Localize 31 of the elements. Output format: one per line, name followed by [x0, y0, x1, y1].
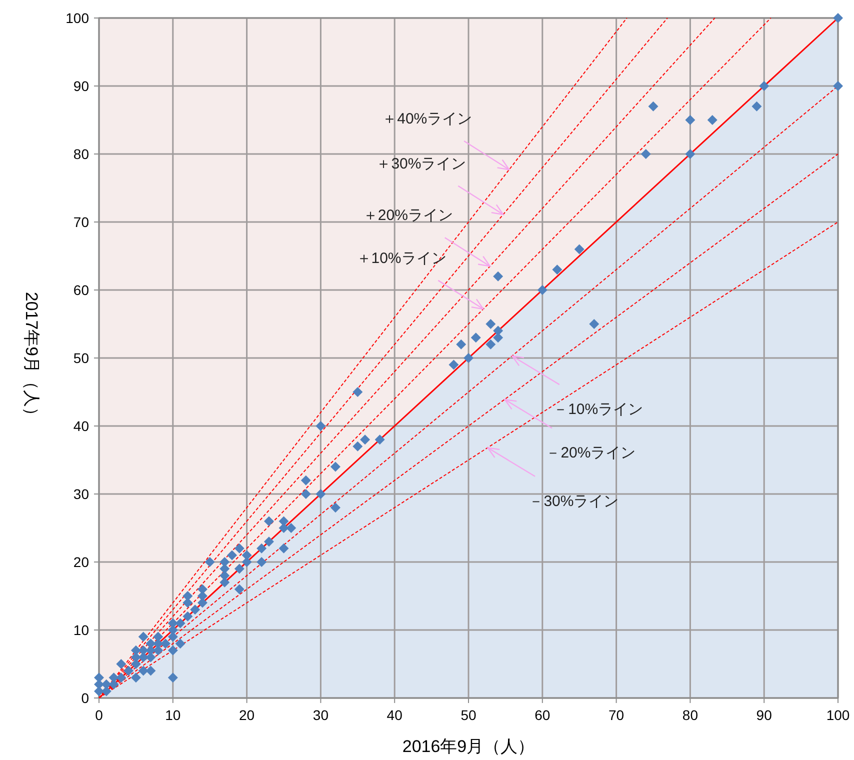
x-tick-label: 70: [608, 707, 624, 723]
y-tick-label: 90: [73, 78, 90, 94]
y-tick-label: 30: [73, 486, 90, 502]
annotation: ＋40%ライン: [382, 110, 472, 128]
annotation: －10%ライン: [553, 400, 644, 418]
x-tick-label: 90: [756, 707, 772, 723]
y-axis-title: 2017年9月（人）: [22, 292, 41, 424]
annotation: ＋10%ライン: [356, 250, 446, 268]
x-tick-label: 80: [682, 707, 698, 723]
annotation: ＋30%ライン: [376, 156, 466, 173]
x-tick-label: 60: [534, 707, 550, 723]
y-tick-label: 40: [73, 418, 90, 434]
x-tick-label: 20: [239, 707, 255, 723]
annotation: ＋20%ライン: [362, 207, 453, 224]
y-tick-label: 100: [66, 10, 90, 26]
x-tick-label: 100: [826, 707, 850, 723]
y-tick-label: 10: [73, 622, 90, 638]
x-tick-label: 0: [95, 707, 104, 723]
annotation: －30%ライン: [528, 492, 619, 510]
annotation: －20%ライン: [546, 444, 636, 462]
y-tick-label: 80: [73, 146, 90, 162]
x-axis-title: 2016年9月（人）: [402, 737, 535, 756]
y-tick-label: 50: [73, 350, 90, 366]
y-tick-label: 60: [73, 282, 90, 298]
x-tick-label: 50: [460, 707, 476, 723]
x-tick-label: 10: [165, 707, 181, 723]
y-tick-label: 20: [73, 554, 90, 570]
x-tick-label: 30: [312, 707, 329, 723]
y-tick-label: 0: [81, 690, 90, 706]
y-tick-label: 70: [73, 214, 90, 230]
x-tick-label: 40: [386, 707, 403, 723]
